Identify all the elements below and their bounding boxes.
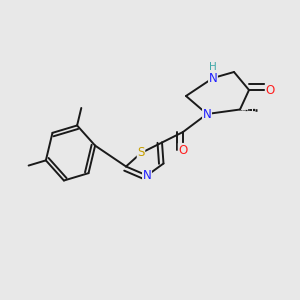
Text: H: H xyxy=(209,61,217,72)
Text: N: N xyxy=(142,169,152,182)
Text: O: O xyxy=(266,83,274,97)
Text: N: N xyxy=(208,71,217,85)
Text: N: N xyxy=(202,107,211,121)
Text: S: S xyxy=(137,146,145,160)
Text: O: O xyxy=(178,143,188,157)
